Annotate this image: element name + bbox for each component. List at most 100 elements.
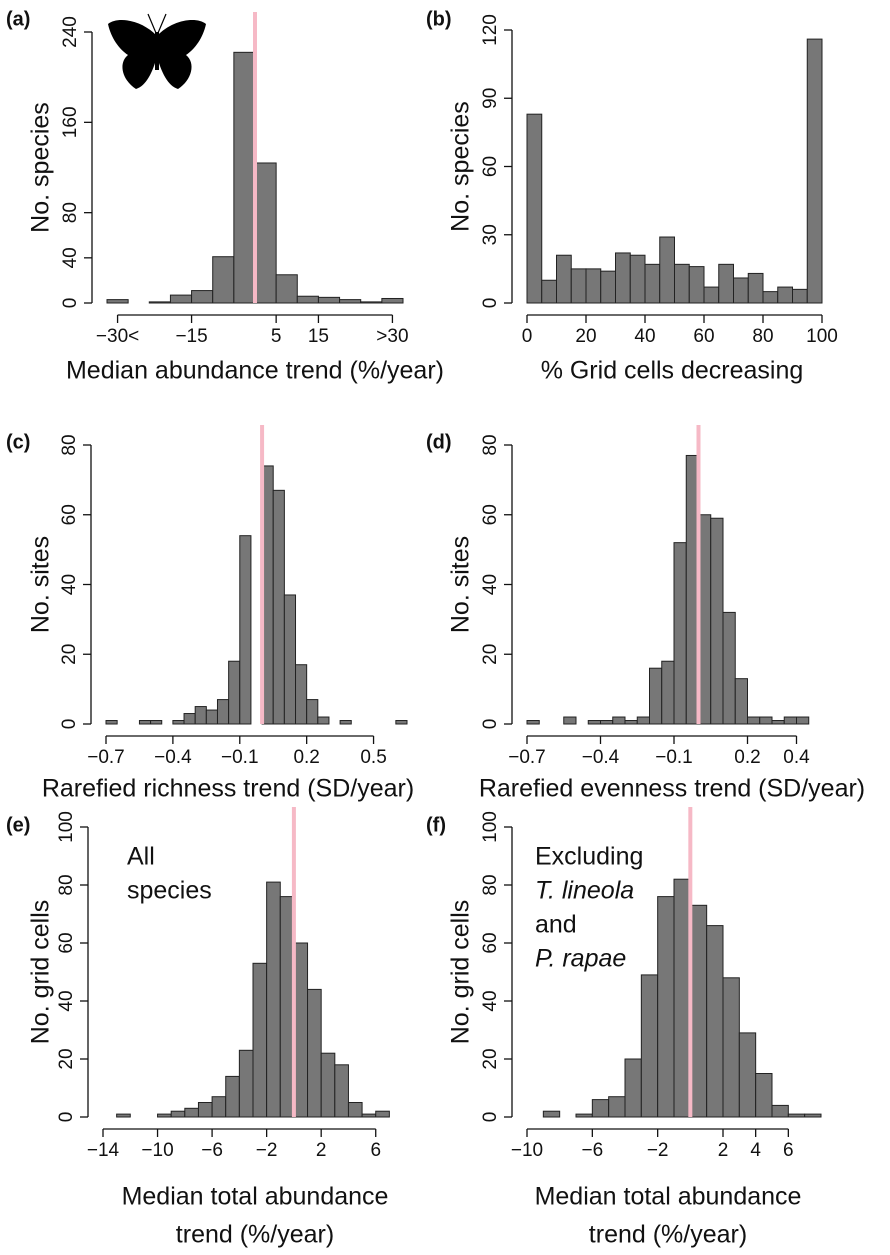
y-tick-label: 20	[59, 644, 80, 665]
bar	[197, 1102, 213, 1118]
bar	[183, 713, 196, 725]
panel-label: (d)	[426, 431, 452, 453]
bar	[225, 1075, 240, 1118]
bar	[148, 301, 171, 304]
bar	[542, 1110, 561, 1118]
x-tick-label: 0.2	[293, 747, 319, 768]
y-tick-label: 40	[59, 574, 80, 595]
bar	[334, 1064, 349, 1118]
bar	[733, 277, 749, 304]
bar	[615, 252, 631, 304]
x-tick-label: 2	[718, 1140, 729, 1161]
y-tick-label: 20	[480, 644, 501, 665]
bar	[747, 716, 761, 725]
bar	[347, 1102, 363, 1118]
bar	[295, 664, 308, 725]
x-axis-label: Median total abundance	[122, 1183, 389, 1211]
x-tick-label: −0.7	[87, 747, 125, 768]
bar	[150, 720, 163, 725]
bar	[228, 660, 241, 725]
x-tick-label: 60	[693, 326, 714, 347]
y-tick-label: 80	[480, 874, 501, 895]
bar	[191, 290, 214, 304]
bar	[787, 1113, 806, 1118]
bar	[771, 720, 785, 725]
y-tick-label: 30	[480, 224, 501, 245]
bar	[612, 716, 626, 725]
bar	[361, 1113, 377, 1118]
y-tick-label: 80	[59, 434, 80, 455]
bar	[710, 517, 724, 725]
annotation: species	[127, 877, 212, 905]
annotation: P. rapae	[535, 945, 626, 973]
y-tick-label: 80	[56, 874, 77, 895]
x-axis-label: trend (%/year)	[589, 1221, 747, 1249]
x-tick-label: 0	[522, 326, 533, 347]
x-axis-label: % Grid cells decreasing	[541, 357, 804, 385]
bar	[233, 51, 256, 304]
bar	[169, 294, 193, 304]
bar	[759, 716, 773, 725]
x-tick-label: −10	[511, 1140, 543, 1161]
x-axis-label: trend (%/year)	[176, 1221, 334, 1249]
x-tick-label: −2	[256, 1140, 278, 1161]
x-tick-label: −0.1	[655, 747, 693, 768]
bar	[563, 716, 577, 725]
bar	[339, 299, 362, 304]
bar	[296, 295, 319, 304]
bar	[796, 716, 810, 725]
butterfly-icon	[108, 13, 206, 89]
x-tick-label: 100	[806, 326, 838, 347]
bar	[172, 720, 185, 725]
bar	[738, 1032, 757, 1118]
y-tick-label: 40	[480, 990, 501, 1011]
bar	[570, 268, 587, 304]
x-tick-label: −0.4	[154, 747, 192, 768]
bar	[170, 1110, 186, 1118]
bar	[804, 1113, 822, 1118]
y-tick-label: 80	[480, 434, 501, 455]
bar	[194, 706, 207, 725]
x-axis-label: Median abundance trend (%/year)	[66, 357, 444, 385]
bar	[806, 38, 823, 304]
x-tick-label: 2	[316, 1140, 327, 1161]
x-tick-label: 5	[271, 326, 282, 347]
x-tick-label: −0.1	[221, 747, 259, 768]
bar	[755, 1073, 773, 1118]
x-tick-label: −10	[141, 1140, 173, 1161]
x-tick-label: 40	[634, 326, 655, 347]
annotation: T. lineola	[535, 877, 634, 905]
bar	[674, 263, 690, 304]
y-tick-label: 60	[59, 504, 80, 525]
bar	[211, 1096, 227, 1118]
bar	[293, 942, 309, 1118]
bar	[722, 611, 736, 725]
bar	[339, 720, 352, 725]
y-axis-label: No. species	[447, 101, 475, 232]
bar	[644, 263, 661, 304]
bar	[238, 1049, 254, 1118]
bar	[636, 716, 650, 725]
annotation: All	[127, 843, 155, 871]
bar	[157, 1113, 172, 1118]
y-tick-label: 0	[59, 719, 80, 730]
bar	[718, 263, 734, 304]
bar	[317, 716, 330, 725]
bar	[541, 279, 557, 304]
bar	[624, 1058, 642, 1118]
bar	[106, 299, 129, 304]
bar	[254, 162, 277, 304]
bar	[307, 988, 322, 1118]
bar	[239, 535, 252, 725]
bar	[661, 660, 675, 725]
y-tick-label: 160	[60, 106, 81, 138]
y-axis-label: No. sites	[27, 536, 55, 633]
bar	[792, 288, 808, 304]
bar	[283, 594, 297, 725]
bar	[600, 270, 616, 304]
x-tick-label: −14	[87, 1140, 120, 1161]
bar	[587, 720, 601, 725]
panel-label: (a)	[6, 8, 30, 30]
